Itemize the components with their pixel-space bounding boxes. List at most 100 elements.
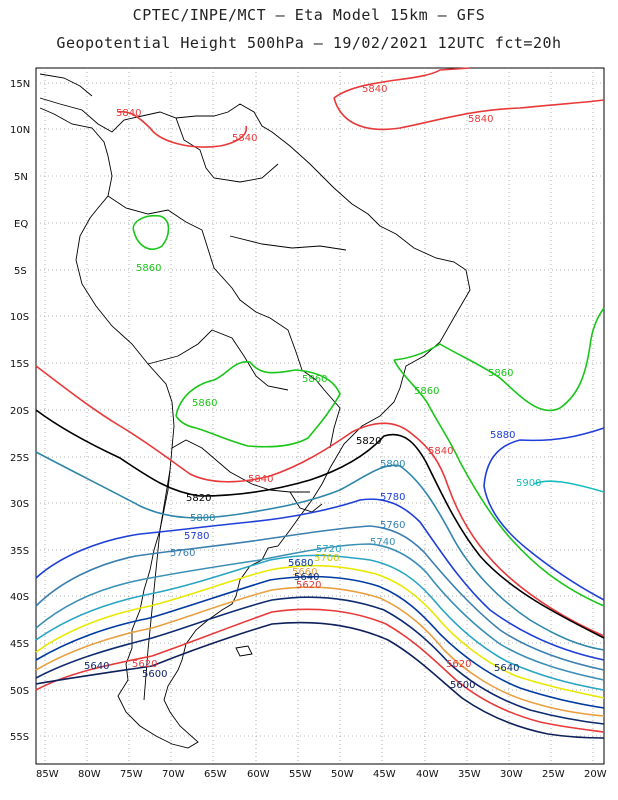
lat-label-10n: 10N: [10, 125, 30, 136]
falklands: [235, 645, 253, 657]
contour-5780: [35, 498, 605, 661]
lat-label-15n: 15N: [10, 79, 30, 90]
contour-5840-caribbean: [117, 110, 248, 148]
lon-label-65w: 65W: [204, 769, 227, 780]
contour-label: 5640: [84, 661, 109, 672]
contour-5760: [35, 525, 605, 671]
contour-label: 5600: [142, 669, 167, 680]
contour-label: 5740: [370, 537, 395, 548]
contour-5860-west: [132, 214, 170, 250]
lat-label-25s: 25S: [10, 453, 29, 464]
lat-label-55s: 55S: [10, 732, 29, 743]
contour-label: 5640: [294, 572, 319, 583]
amazon-river: [229, 235, 347, 251]
lat-label-45s: 45S: [10, 639, 29, 650]
lon-label-30w: 30W: [500, 769, 523, 780]
lat-label-15s: 15S: [10, 359, 29, 370]
contour-5840-north: [333, 67, 605, 131]
longitude-axis: 85W 80W 75W 70W 65W 60W 55W 50W 45W 40W …: [36, 769, 607, 780]
uruguay-border: [289, 491, 323, 513]
contour-label: 5900: [516, 478, 541, 489]
contour-label: 5660: [292, 567, 317, 578]
contour-5700: [35, 564, 605, 699]
map-frame: [35, 67, 605, 765]
contour-5900: [533, 480, 605, 493]
contour-5640: [35, 596, 605, 725]
contour-labels: 5840 5840 5840 5840 5860 5860 5860 5860 …: [84, 84, 541, 691]
lat-label-40s: 40S: [10, 592, 29, 603]
contour-label: 5780: [380, 492, 405, 503]
lat-label-35s: 35S: [10, 546, 29, 557]
map-title: CPTEC/INPE/MCT – Eta Model 15km – GFS: [132, 6, 486, 24]
lon-label-75w: 75W: [120, 769, 143, 780]
contour-label: 5620: [446, 659, 471, 670]
contour-label: 5700: [314, 553, 339, 564]
contour-label: 5860: [488, 368, 513, 379]
coastlines: [39, 73, 471, 749]
contour-label: 5820: [186, 493, 211, 504]
contour-5820: [35, 409, 605, 639]
lat-label-50s: 50S: [10, 686, 29, 697]
contour-5740: [35, 543, 605, 681]
lat-label-eq: EQ: [14, 219, 28, 230]
contour-label: 5620: [296, 580, 321, 591]
graticule: [36, 68, 604, 764]
contour-label: 5860: [302, 374, 327, 385]
lon-label-35w: 35W: [458, 769, 481, 780]
latitude-axis: 15N 10N 5N EQ 5S 10S 15S 20S 25S 30S 35S…: [10, 79, 30, 743]
lon-label-70w: 70W: [162, 769, 185, 780]
contour-label: 5620: [132, 659, 157, 670]
central-america-coast: [39, 73, 93, 97]
lon-label-85w: 85W: [36, 769, 59, 780]
contour-5620: [35, 608, 605, 733]
contour-5840-south: [35, 365, 605, 637]
contour-label: 5840: [116, 108, 141, 119]
contour-label: 5840: [248, 474, 273, 485]
contour-label: 5780: [184, 531, 209, 542]
contour-label: 5640: [494, 663, 519, 674]
contour-label: 5860: [414, 386, 439, 397]
contour-label: 5760: [170, 548, 195, 559]
lon-label-60w: 60W: [247, 769, 270, 780]
contour-label: 5840: [232, 133, 257, 144]
contour-label: 5840: [428, 446, 453, 457]
south-america-coastline: [39, 97, 471, 749]
lat-label-20s: 20S: [10, 406, 29, 417]
contour-5860-east: [393, 307, 605, 412]
colombia-border: [107, 195, 203, 231]
contour-label: 5880: [490, 430, 515, 441]
contour-label: 5680: [288, 558, 313, 569]
lon-label-25w: 25W: [542, 769, 565, 780]
brazil-border: [201, 229, 341, 449]
lat-label-5s: 5S: [14, 266, 27, 277]
contour-5860-south: [393, 359, 605, 607]
contour-label: 5860: [192, 398, 217, 409]
lon-label-50w: 50W: [331, 769, 354, 780]
contour-label: 5760: [380, 520, 405, 531]
peru-bolivia-border: [147, 329, 289, 391]
lon-label-20w: 20W: [584, 769, 607, 780]
contour-5720: [35, 554, 605, 691]
contour-lines: [35, 67, 605, 739]
lon-label-40w: 40W: [416, 769, 439, 780]
lat-label-10s: 10S: [10, 312, 29, 323]
contour-5680: [35, 575, 605, 709]
lon-label-45w: 45W: [373, 769, 396, 780]
contour-5880: [483, 427, 605, 601]
contour-5660: [35, 586, 605, 717]
contour-label: 5720: [316, 544, 341, 555]
lat-label-5n: 5N: [14, 172, 28, 183]
lon-label-55w: 55W: [289, 769, 312, 780]
contour-5800: [35, 451, 605, 651]
venezuela-border: [175, 117, 279, 183]
map-subtitle: Geopotential Height 500hPa – 19/02/2021 …: [56, 34, 562, 52]
contour-5860-center: [175, 361, 341, 448]
contour-label: 5840: [468, 114, 493, 125]
lat-label-30s: 30S: [10, 499, 29, 510]
contour-label: 5600: [450, 680, 475, 691]
contour-label: 5800: [190, 513, 215, 524]
contour-label: 5840: [362, 84, 387, 95]
contour-label: 5860: [136, 263, 161, 274]
chile-argentina-border: [171, 439, 310, 493]
